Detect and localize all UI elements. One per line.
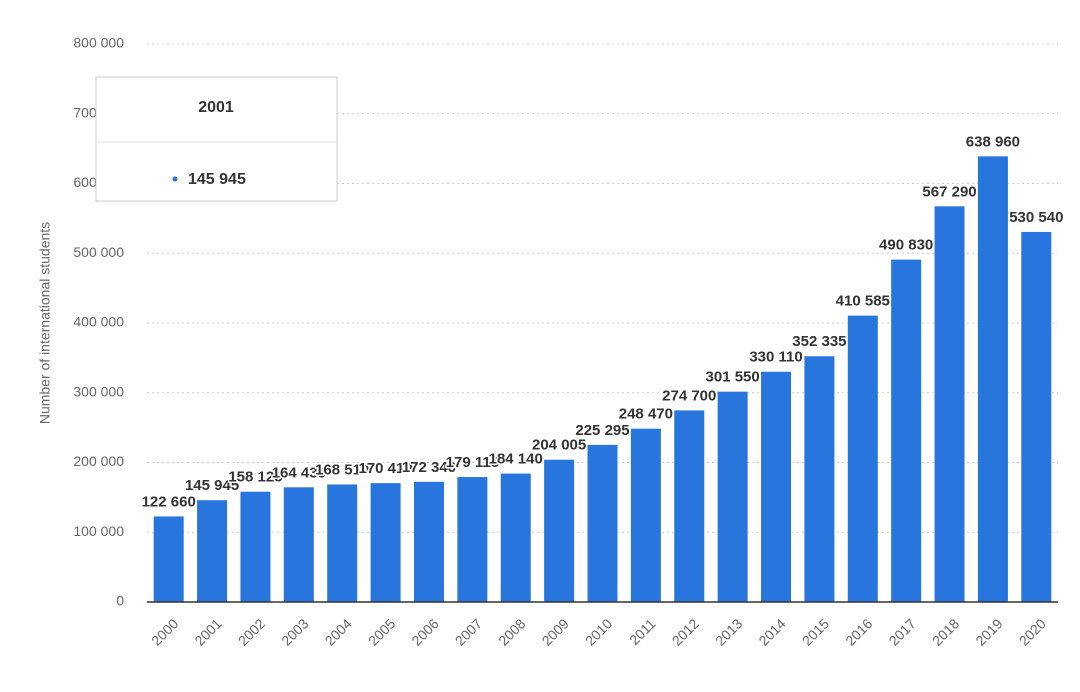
bar	[804, 356, 835, 602]
data-label: 170 410	[358, 460, 412, 477]
x-tick-label: 2007	[452, 615, 485, 648]
x-tick-label: 2020	[1016, 615, 1049, 648]
x-tick-label: 2009	[539, 615, 572, 648]
x-tick-label: 2006	[408, 615, 441, 648]
tooltip-value: 145 945	[188, 171, 246, 188]
data-label: 179 115	[446, 454, 499, 471]
x-tick-label: 2010	[582, 615, 615, 648]
y-tick-label: 800 000	[73, 35, 124, 51]
tooltip: 2001 145 945	[95, 76, 338, 202]
data-label: 164 435	[272, 464, 326, 481]
data-label: 410 585	[836, 293, 890, 310]
bar	[630, 428, 661, 602]
x-tick-label: 2012	[669, 615, 702, 648]
bar	[1021, 231, 1052, 602]
x-tick-label: 2002	[235, 615, 268, 648]
tooltip-box	[95, 76, 338, 202]
bar	[977, 156, 1008, 603]
data-label: 567 290	[922, 183, 976, 200]
data-label: 490 830	[879, 237, 933, 254]
y-tick-label: 300 000	[73, 383, 124, 399]
x-tick-label: 2003	[278, 615, 311, 648]
data-label: 274 700	[662, 387, 716, 404]
bar	[457, 477, 488, 602]
bar	[587, 444, 618, 602]
x-tick-label: 2011	[626, 615, 659, 648]
bar	[674, 410, 705, 602]
data-label: 172 340	[402, 459, 456, 476]
y-tick-label: 200 000	[73, 453, 124, 469]
data-label: 225 295	[575, 422, 629, 439]
bar	[891, 259, 922, 602]
x-tick-label: 2015	[799, 615, 832, 648]
bar	[847, 315, 878, 602]
bar	[413, 481, 444, 602]
data-label: 330 110	[749, 349, 802, 366]
data-label: 204 005	[532, 437, 586, 454]
tooltip-title: 2001	[198, 99, 234, 116]
bar	[283, 487, 314, 602]
y-axis-label: Number of international students	[37, 222, 53, 424]
data-label: 248 470	[619, 406, 673, 423]
bar	[153, 516, 184, 602]
x-tick-label: 2005	[365, 615, 398, 648]
bar	[197, 500, 228, 602]
x-tick-label: 2000	[148, 615, 181, 648]
bar	[500, 473, 531, 602]
y-tick-label: 500 000	[73, 244, 124, 260]
x-tick-label: 2016	[842, 615, 875, 648]
bar	[240, 491, 271, 602]
x-tick-label: 2019	[972, 615, 1005, 648]
data-label: 122 660	[142, 493, 196, 510]
x-tick-label: 2017	[886, 615, 919, 648]
bar	[544, 459, 575, 602]
data-label: 168 510	[315, 461, 369, 478]
data-label: 158 125	[228, 469, 282, 486]
bar	[370, 483, 401, 602]
x-tick-label: 2001	[191, 615, 224, 648]
bar	[717, 391, 748, 602]
data-label: 301 550	[706, 369, 760, 386]
y-tick-label: 0	[116, 593, 124, 609]
x-tick-label: 2004	[322, 615, 355, 648]
data-label: 638 960	[966, 133, 1020, 150]
tooltip-marker	[172, 176, 178, 182]
bar	[327, 484, 358, 602]
x-tick-label: 2014	[755, 615, 788, 648]
x-tick-label: 2008	[495, 615, 528, 648]
y-tick-label: 400 000	[73, 314, 124, 330]
data-label: 352 335	[792, 333, 846, 350]
data-label: 184 140	[489, 451, 543, 468]
y-tick-label: 100 000	[73, 523, 124, 539]
bar	[761, 371, 792, 602]
x-tick-label: 2013	[712, 615, 745, 648]
data-label: 530 540	[1009, 209, 1063, 226]
data-label: 145 945	[185, 477, 239, 494]
bar	[934, 206, 965, 602]
x-tick-label: 2018	[929, 615, 962, 648]
